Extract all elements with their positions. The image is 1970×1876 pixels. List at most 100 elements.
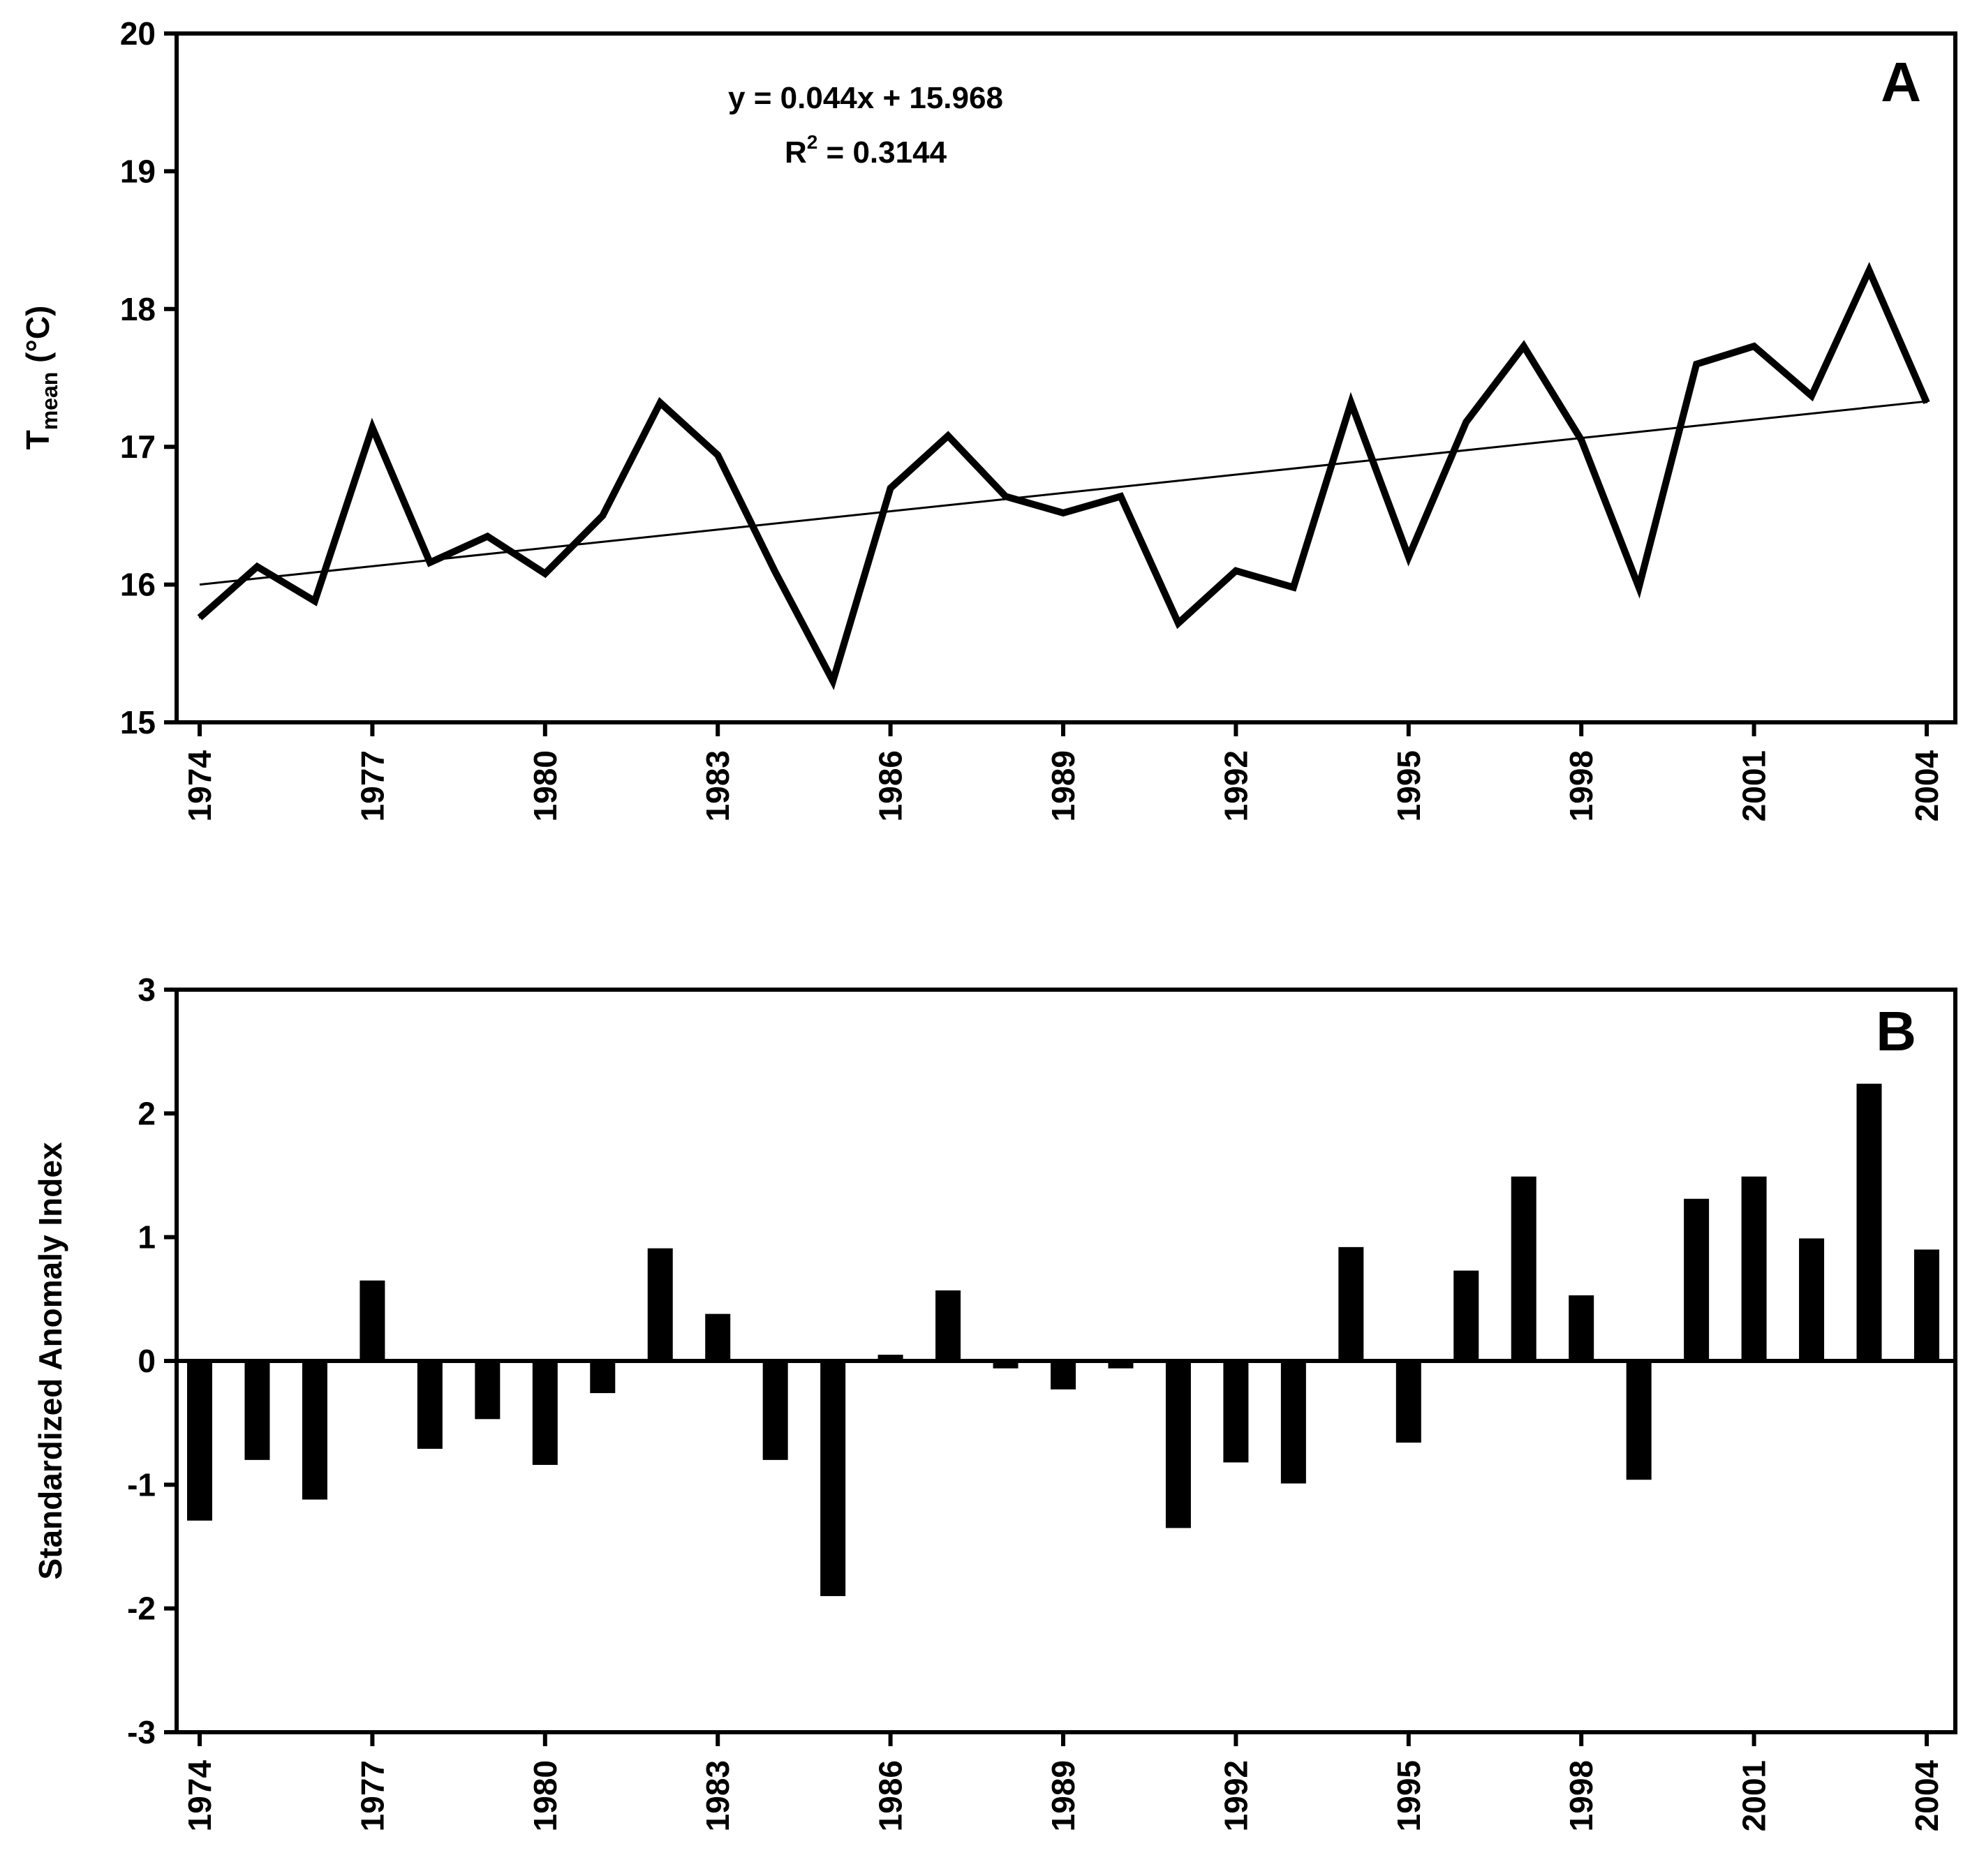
anomaly-bar <box>1569 1295 1594 1361</box>
data-point <box>1638 586 1640 588</box>
data-point <box>1120 496 1122 498</box>
data-point <box>1696 363 1698 365</box>
anomaly-bar <box>1914 1249 1939 1361</box>
data-point <box>1062 512 1064 514</box>
panel-a-label: A <box>1881 51 1921 113</box>
data-point <box>774 571 776 573</box>
data-point <box>1465 421 1467 423</box>
data-point <box>1177 622 1179 624</box>
y-title-unit: (°C) <box>20 306 56 372</box>
y-tick-label: 0 <box>138 1343 156 1379</box>
r-squared-label: R2 = 0.3144 <box>785 131 947 170</box>
x-tick-label: 1995 <box>1391 1760 1427 1831</box>
x-tick-label: 2004 <box>1909 1760 1945 1832</box>
y-tick-label: 19 <box>120 153 156 189</box>
x-tick-label: 1989 <box>1045 750 1081 821</box>
x-tick-label: 2001 <box>1736 750 1772 821</box>
anomaly-bar <box>705 1313 731 1361</box>
anomaly-bar <box>762 1361 788 1460</box>
anomaly-bar <box>1626 1361 1652 1480</box>
y-tick-label: 17 <box>120 429 156 465</box>
anomaly-bar <box>360 1280 385 1361</box>
data-point <box>1753 345 1755 348</box>
trend-line <box>199 400 1927 586</box>
tmean-series-line <box>197 262 1930 690</box>
x-tick-label: 1983 <box>699 750 736 821</box>
panel-b-y-axis-title: Standardized Anomaly Index <box>32 1142 68 1580</box>
panel-a-y-axis-title: Tmean (°C) <box>20 306 62 450</box>
x-tick-label: 1977 <box>354 1760 390 1831</box>
data-point <box>1292 586 1294 588</box>
y-tick-label: 16 <box>120 567 156 603</box>
y-tick-label: 3 <box>138 972 156 1008</box>
data-point <box>371 426 373 429</box>
anomaly-bar <box>1511 1176 1536 1361</box>
r-squared-value: = 0.3144 <box>817 135 947 170</box>
y-tick-label: -3 <box>127 1714 156 1750</box>
anomaly-bar <box>1856 1083 1882 1361</box>
anomaly-bar <box>647 1248 673 1361</box>
x-tick-label: 1992 <box>1217 1760 1254 1831</box>
data-point <box>1235 570 1237 572</box>
x-tick-label: 1986 <box>873 1760 909 1831</box>
anomaly-bar <box>590 1361 616 1394</box>
data-point <box>1407 556 1409 558</box>
data-point <box>717 454 719 456</box>
x-tick-label: 1980 <box>527 750 563 821</box>
r-squared-r: R <box>785 135 807 170</box>
y-title-main: T <box>20 430 56 449</box>
data-point <box>889 487 891 489</box>
data-point <box>832 680 834 682</box>
data-point <box>256 565 258 567</box>
x-tick-label: 1995 <box>1391 750 1427 821</box>
anomaly-bar <box>302 1361 327 1500</box>
y-title-subscript: mean <box>37 372 62 431</box>
data-point <box>1005 496 1007 498</box>
anomaly-bar <box>935 1290 961 1361</box>
panel-a-temperature-chart: 15 16 17 18 19 20 1974 1977 1980 1983 1986 1989 199… <box>20 15 1957 822</box>
data-point <box>602 514 604 516</box>
anomaly-bar <box>187 1361 212 1521</box>
anomaly-bar <box>877 1355 903 1361</box>
y-tick-label: 15 <box>120 704 156 740</box>
anomaly-bar <box>1395 1361 1421 1443</box>
anomaly-bar <box>1453 1270 1479 1361</box>
y-tick-label: 20 <box>120 15 156 52</box>
y-tick-label: 18 <box>120 291 156 327</box>
panel-a-plot-frame <box>175 31 1957 724</box>
anomaly-bar <box>1684 1198 1710 1361</box>
x-tick-label: 1977 <box>354 750 390 821</box>
anomaly-bar <box>475 1361 501 1420</box>
anomaly-bar <box>1223 1361 1249 1463</box>
anomaly-bar <box>1165 1361 1191 1528</box>
anomaly-bar <box>1051 1361 1076 1390</box>
data-point <box>1580 439 1583 441</box>
x-tick-label: 1983 <box>699 1760 736 1831</box>
data-point <box>659 402 661 404</box>
y-tick-label: -2 <box>127 1591 156 1627</box>
y-tick-label: 2 <box>138 1095 156 1131</box>
panel-b-label: B <box>1876 1000 1916 1062</box>
anomaly-bar <box>993 1361 1019 1369</box>
data-point <box>947 435 949 437</box>
anomaly-bar <box>1280 1361 1306 1484</box>
data-point <box>429 562 431 564</box>
data-point <box>487 535 489 537</box>
anomaly-bar <box>244 1361 270 1460</box>
data-point <box>1523 345 1525 348</box>
x-tick-label: 1989 <box>1045 1760 1081 1831</box>
panel-b-anomaly-chart: -3 -2 -1 0 1 2 3 1974 1977 1980 1983 1986 1989 1992 1… <box>32 972 1957 1832</box>
x-tick-label: 1980 <box>527 1760 563 1831</box>
data-point <box>1350 402 1352 404</box>
anomaly-bar <box>1799 1238 1825 1361</box>
data-point <box>544 572 546 574</box>
y-tick-label: -1 <box>127 1466 156 1503</box>
y-tick-label: 1 <box>138 1219 156 1256</box>
anomaly-bar <box>532 1361 558 1465</box>
data-point <box>1811 395 1813 397</box>
x-tick-label: 1974 <box>182 750 218 822</box>
anomaly-bar <box>417 1361 443 1449</box>
x-tick-label: 1998 <box>1563 750 1599 821</box>
r-squared-superscript: 2 <box>807 131 818 153</box>
